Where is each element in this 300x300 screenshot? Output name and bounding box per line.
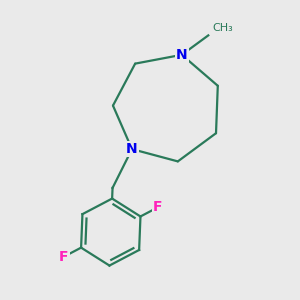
Text: F: F bbox=[59, 250, 69, 264]
Text: N: N bbox=[126, 142, 138, 156]
Text: CH₃: CH₃ bbox=[212, 22, 233, 33]
Text: F: F bbox=[153, 200, 162, 214]
Text: N: N bbox=[176, 48, 188, 62]
